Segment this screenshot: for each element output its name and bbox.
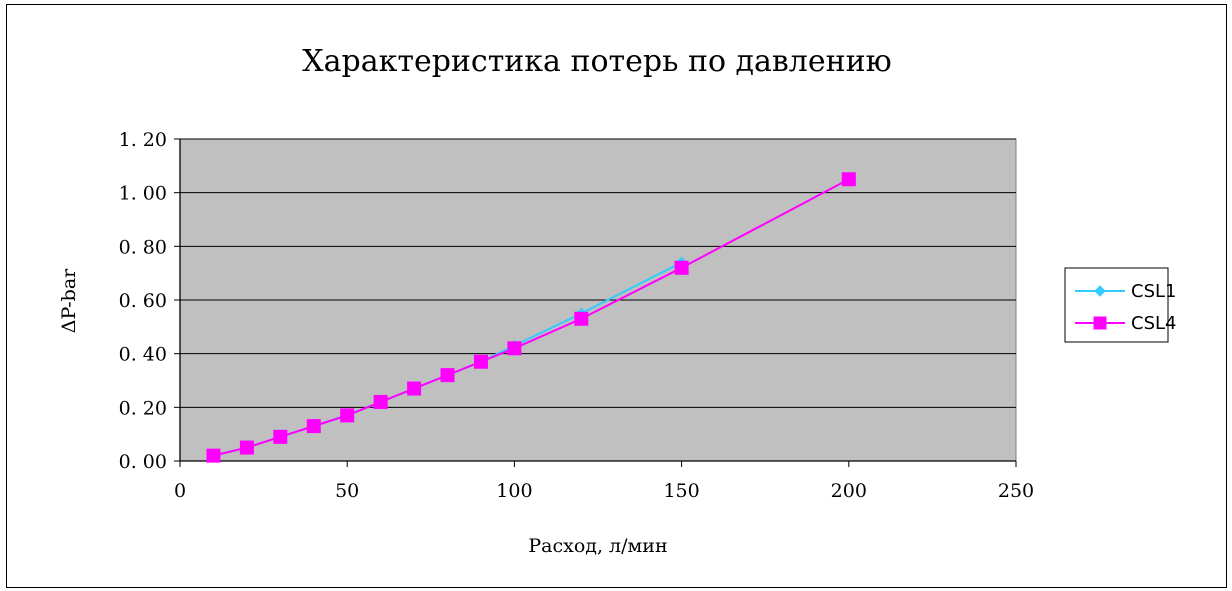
y-axis-title: ΔP-bar	[58, 268, 80, 333]
legend-marker	[1094, 285, 1106, 297]
legend: CSL1 CSL4	[1064, 267, 1176, 343]
x-tick-label: 250	[998, 480, 1034, 502]
legend-item-CSL4: CSL4	[1075, 313, 1176, 334]
x-axis-ticks: 0 50 100 150 200 250	[174, 461, 1034, 502]
y-tick-label: 0. 00	[119, 451, 167, 473]
legend-label: CSL1	[1131, 281, 1176, 302]
y-tick-label: 0. 20	[119, 397, 167, 419]
data-point-CSL4	[239, 440, 254, 455]
data-point-CSL4	[206, 448, 221, 463]
x-axis-title: Расход, л/мин	[528, 535, 667, 557]
legend-marker	[1093, 316, 1107, 330]
plot-area	[179, 138, 1017, 462]
x-tick-label: 0	[174, 480, 186, 502]
legend-label: CSL4	[1131, 313, 1176, 334]
data-point-CSL4	[841, 172, 856, 187]
y-tick-label: 0. 40	[119, 344, 167, 366]
y-axis-ticks: 0. 00 0. 20 0. 40 0. 60 0. 80 1. 00 1. 20	[119, 129, 180, 473]
legend-box	[1064, 267, 1169, 343]
data-point-CSL4	[306, 419, 321, 434]
data-point-CSL4	[674, 260, 689, 275]
series-layer	[206, 172, 856, 463]
series-CSL4	[206, 172, 856, 463]
chart-title: Характеристика потерь по давлению	[302, 44, 891, 79]
data-point-CSL4	[273, 429, 288, 444]
x-tick-label: 150	[663, 480, 699, 502]
data-point-CSL4	[440, 368, 455, 383]
x-tick-label: 200	[831, 480, 867, 502]
y-tick-label: 1. 00	[119, 183, 167, 205]
y-tick-label: 1. 20	[119, 129, 167, 151]
legend-item-CSL1: CSL1	[1075, 281, 1176, 302]
data-point-CSL4	[340, 408, 355, 423]
y-tick-label: 0. 60	[119, 290, 167, 312]
data-point-CSL4	[373, 394, 388, 409]
x-tick-label: 50	[335, 480, 359, 502]
chart-frame: Характеристика потерь по давлению 0 50 100…	[6, 4, 1227, 588]
chart: Характеристика потерь по давлению 0 50 100…	[58, 44, 1176, 557]
data-point-CSL4	[507, 341, 522, 356]
y-tick-label: 0. 80	[119, 236, 167, 258]
data-point-CSL4	[407, 381, 422, 396]
x-tick-label: 100	[496, 480, 532, 502]
data-point-CSL4	[574, 311, 589, 326]
data-point-CSL4	[473, 354, 488, 369]
